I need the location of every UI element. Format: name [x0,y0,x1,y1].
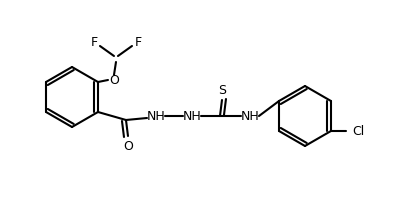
Text: Cl: Cl [352,125,364,138]
Text: F: F [134,35,141,48]
Text: O: O [123,139,133,152]
Text: NH: NH [241,110,259,123]
Text: S: S [218,84,226,97]
Text: NH: NH [147,110,165,123]
Text: F: F [90,35,98,48]
Text: NH: NH [182,110,201,123]
Text: O: O [109,73,119,86]
